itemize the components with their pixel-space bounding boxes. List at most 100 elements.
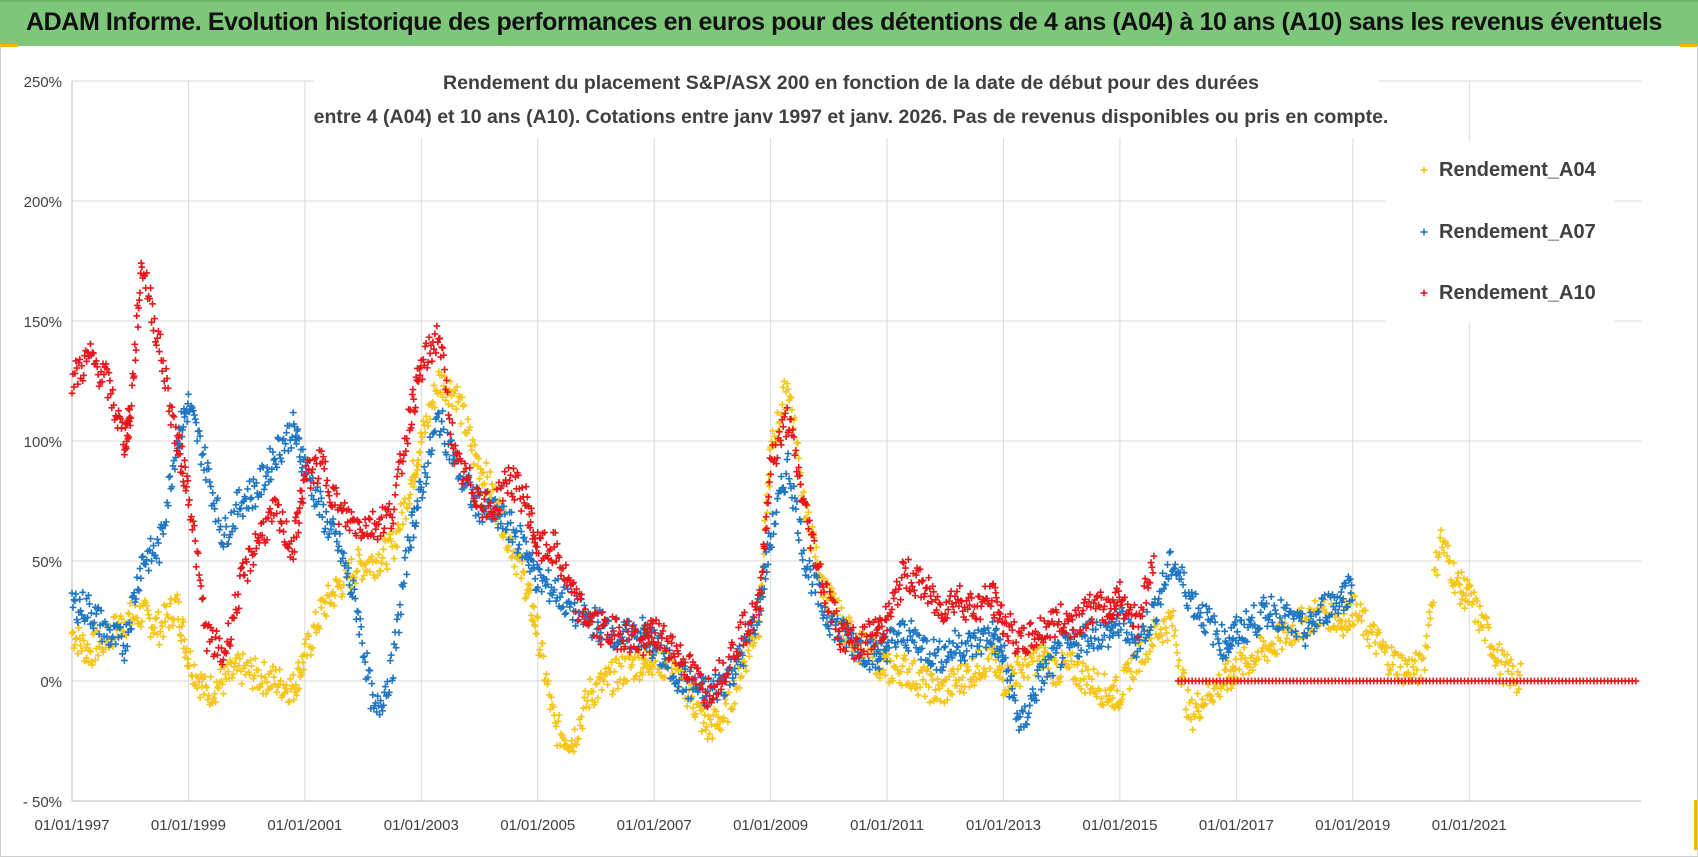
point-a04 — [400, 499, 408, 507]
point-a07 — [968, 642, 975, 650]
point-a04 — [159, 633, 167, 641]
point-a10 — [1142, 599, 1150, 607]
point-a04 — [375, 550, 383, 558]
point-a04 — [406, 491, 414, 498]
point-a07 — [153, 535, 161, 543]
point-a04 — [387, 537, 395, 545]
corner-accent-bottom-right — [1694, 800, 1697, 850]
point-a07 — [1159, 569, 1167, 577]
point-a04 — [133, 614, 141, 622]
point-a07 — [569, 616, 577, 624]
point-a10 — [181, 463, 189, 471]
point-a10 — [1116, 578, 1124, 586]
point-a10 — [510, 465, 517, 472]
legend-label-a04: Rendement_A04 — [1439, 159, 1597, 181]
point-a04 — [404, 504, 412, 512]
point-a04 — [609, 690, 616, 698]
point-a10 — [186, 496, 193, 504]
point-a04 — [299, 659, 307, 666]
point-a10 — [425, 333, 433, 341]
point-a07 — [905, 627, 913, 634]
point-a10 — [1026, 620, 1034, 628]
point-a07 — [1083, 648, 1091, 656]
point-a07 — [322, 508, 330, 516]
point-a04 — [174, 591, 181, 599]
point-a04 — [309, 644, 317, 652]
point-a07 — [357, 623, 365, 631]
point-a04 — [530, 603, 538, 611]
point-a04 — [763, 509, 771, 516]
point-a07 — [418, 494, 426, 502]
point-a07 — [1233, 628, 1241, 636]
point-a07 — [762, 575, 769, 583]
point-a04 — [592, 680, 600, 688]
point-a04 — [68, 629, 76, 637]
point-a04 — [453, 383, 461, 391]
point-a04 — [260, 658, 268, 666]
point-a04 — [1423, 632, 1430, 640]
point-a04 — [203, 684, 211, 692]
point-a04 — [205, 692, 213, 700]
point-a04 — [1227, 684, 1235, 692]
point-a04 — [1454, 569, 1462, 577]
point-a04 — [440, 382, 448, 390]
point-a04 — [547, 693, 555, 701]
point-a04 — [321, 598, 329, 606]
point-a07 — [321, 525, 329, 532]
point-a04 — [1223, 686, 1231, 694]
point-a07 — [88, 609, 95, 617]
point-a07 — [562, 609, 570, 617]
point-a04 — [429, 398, 437, 406]
point-a04 — [145, 611, 153, 619]
point-a04 — [1215, 671, 1223, 679]
point-a07 — [401, 554, 409, 562]
point-a04 — [505, 542, 513, 550]
point-a04 — [460, 401, 468, 409]
point-a04 — [926, 699, 934, 706]
point-a04 — [383, 565, 391, 573]
corner-accent-right — [1680, 44, 1698, 47]
point-a04 — [457, 420, 465, 428]
point-a04 — [539, 639, 547, 647]
point-a04 — [483, 473, 491, 481]
point-a04 — [1460, 575, 1468, 582]
point-a07 — [283, 429, 290, 437]
point-a04 — [218, 680, 226, 688]
point-a10 — [615, 624, 623, 631]
point-a04 — [454, 398, 462, 406]
point-a07 — [955, 632, 963, 639]
y-tick-label: 150% — [24, 314, 62, 331]
point-a04 — [639, 671, 646, 678]
point-a07 — [1272, 610, 1280, 618]
point-a04 — [251, 672, 258, 680]
point-a04 — [366, 568, 374, 576]
point-a10 — [1149, 569, 1157, 577]
point-a04 — [529, 617, 537, 625]
point-a10 — [250, 561, 257, 569]
point-a04 — [147, 633, 154, 641]
point-a04 — [158, 622, 166, 630]
point-a07 — [353, 607, 361, 615]
point-a04 — [552, 723, 560, 730]
point-a10-zero — [1632, 677, 1640, 685]
point-a04 — [1239, 670, 1247, 678]
point-a07 — [1104, 643, 1112, 651]
point-a07 — [369, 691, 377, 699]
legend-label-a07: Rendement_A07 — [1439, 221, 1596, 243]
x-tick-label: 01/01/2001 — [267, 817, 342, 834]
x-axis: 01/01/1997 01/01/1999 01/01/2001 01/01/2003… — [34, 817, 1506, 834]
point-a07 — [951, 627, 959, 635]
point-a04 — [77, 642, 85, 649]
point-a04 — [543, 670, 550, 678]
point-a04 — [88, 658, 95, 665]
point-a04 — [298, 671, 306, 679]
point-a10 — [685, 652, 693, 660]
point-a04 — [377, 567, 384, 575]
point-a04 — [156, 628, 164, 635]
point-a07 — [936, 637, 943, 645]
point-a07 — [334, 547, 342, 554]
point-a07 — [221, 514, 229, 522]
point-a04 — [495, 498, 503, 506]
point-a04 — [1240, 644, 1248, 651]
point-a10 — [268, 518, 276, 525]
